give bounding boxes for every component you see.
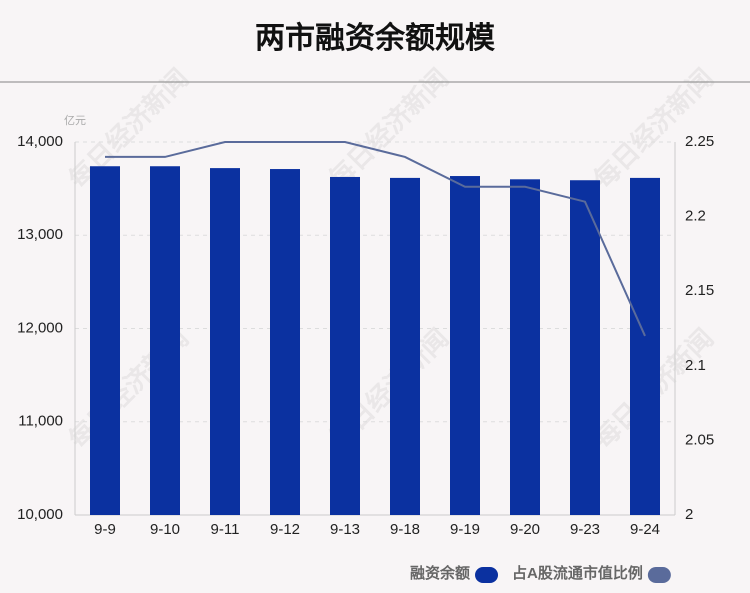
bar <box>150 166 180 515</box>
legend-swatch <box>647 567 671 583</box>
legend-swatch <box>475 567 499 583</box>
y-tick-label: 13,000 <box>17 226 63 243</box>
y-tick-label: 12,000 <box>17 319 63 336</box>
y2-tick-label: 2 <box>685 506 693 523</box>
chart-title: 两市融资余额规模 <box>255 21 495 55</box>
y-tick-label: 11,000 <box>18 413 63 430</box>
y-tick-label: 10,000 <box>17 506 63 523</box>
x-tick-label: 9-24 <box>630 521 660 538</box>
y2-tick-label: 2.25 <box>685 133 714 150</box>
x-tick-label: 9-20 <box>510 521 540 538</box>
y2-tick-label: 2.2 <box>685 208 706 225</box>
line <box>105 141 646 337</box>
x-tick-label: 9-19 <box>450 521 480 538</box>
bar <box>330 176 360 515</box>
x-tick-label: 9-9 <box>94 521 116 538</box>
x-tick-label: 9-13 <box>330 521 360 538</box>
x-tick-label: 9-18 <box>390 521 420 538</box>
y2-tick-label: 2.1 <box>685 357 706 374</box>
bar <box>630 177 660 515</box>
y-tick-label: 14,000 <box>17 133 63 150</box>
bar <box>90 166 120 515</box>
bar <box>210 168 240 516</box>
x-tick-label: 9-10 <box>150 521 180 538</box>
legend-label: 占A股流通市值比例 <box>512 564 643 582</box>
bar <box>570 180 600 516</box>
x-tick-label: 9-23 <box>570 521 600 538</box>
x-tick-label: 9-12 <box>270 521 300 538</box>
unit-label: 亿元 <box>64 114 86 127</box>
legend-label: 融资余额 <box>410 564 470 582</box>
x-tick-label: 9-11 <box>211 521 240 538</box>
bar <box>510 179 540 516</box>
bar <box>270 169 300 516</box>
y2-tick-label: 2.05 <box>685 431 714 448</box>
bar <box>390 177 420 515</box>
y2-tick-label: 2.15 <box>685 282 714 299</box>
bar <box>450 176 480 515</box>
